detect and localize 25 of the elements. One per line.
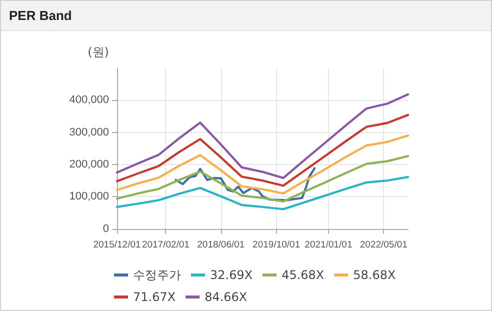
x-tick-label: 2022/05/01: [360, 240, 408, 250]
legend-label: 수정주가: [133, 268, 181, 282]
legend-label: 32.69X: [210, 268, 253, 282]
x-tick-label: 2021/01/01: [304, 240, 352, 250]
legend-label: 71.67X: [133, 290, 176, 304]
line-series: [116, 155, 410, 203]
x-tick-label: 2018/06/01: [197, 240, 245, 250]
y-tick-label: 0: [102, 222, 109, 235]
y-tick-label: 100,000: [69, 190, 109, 203]
legend-label: 45.68X: [282, 268, 324, 282]
chart-title: PER Band: [1, 1, 491, 31]
x-tick-label: 2017/02/01: [142, 240, 190, 250]
line-series: [116, 176, 410, 210]
y-tick-label: 300,000: [69, 126, 109, 138]
y-tick-label: 200,000: [69, 158, 109, 170]
y-axis-title: (원): [88, 45, 109, 59]
legend-label: 84.66X: [204, 290, 248, 304]
line-series: [116, 93, 410, 180]
legend-label: 58.68X: [353, 268, 396, 282]
x-tick-label: 2015/12/01: [93, 240, 141, 250]
line-series: [116, 114, 410, 187]
y-tick-label: 400,000: [69, 94, 109, 106]
x-tick-label: 2019/10/01: [252, 240, 300, 250]
line-series: [174, 167, 316, 202]
line-series: [116, 134, 410, 195]
